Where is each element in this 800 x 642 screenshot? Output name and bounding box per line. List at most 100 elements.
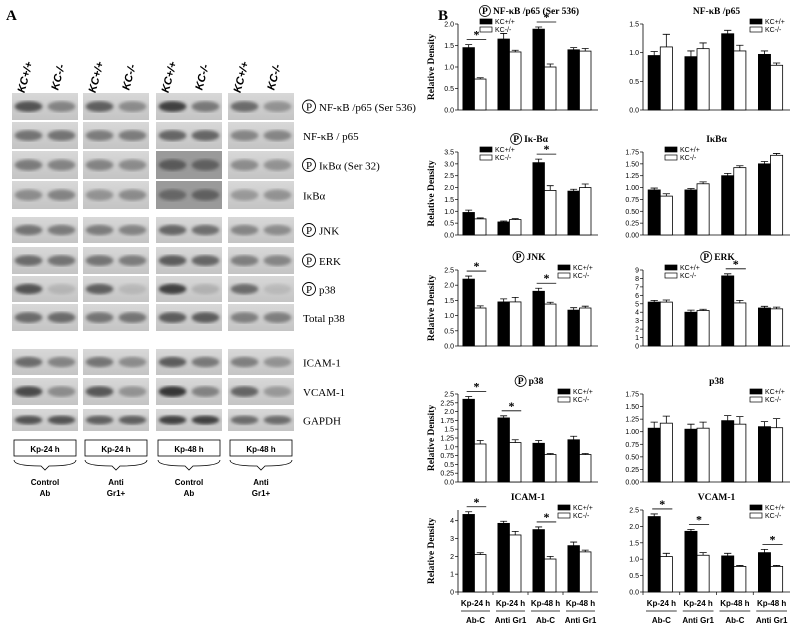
y-tick-label: 1.0 — [444, 65, 454, 72]
blot — [12, 151, 78, 179]
error-bar — [760, 548, 769, 553]
blot — [156, 122, 222, 149]
legend-label: KC+/+ — [573, 505, 593, 512]
blot — [83, 378, 149, 405]
bar — [474, 307, 487, 347]
bar — [733, 50, 747, 111]
y-tick-label: 1.5 — [629, 540, 639, 547]
blot-band — [14, 386, 43, 397]
blot-band — [263, 224, 292, 236]
error-bar — [465, 396, 473, 400]
bar — [733, 167, 747, 236]
x-tick-label: Kp-48 h — [566, 599, 595, 608]
blot-band — [47, 130, 76, 141]
legend-label: KC+/+ — [680, 265, 700, 272]
blot — [156, 378, 222, 405]
blot-background — [228, 409, 294, 431]
error-bar — [687, 423, 695, 430]
legend-swatch — [749, 388, 763, 395]
error-bar — [699, 181, 707, 184]
legend-label: KC-/- — [573, 513, 590, 520]
bar — [497, 417, 510, 483]
y-tick-label: 1.0 — [444, 313, 454, 320]
bar — [462, 212, 475, 236]
y-tick-label: 2.0 — [444, 283, 454, 290]
error-bar — [500, 298, 508, 302]
bar — [579, 187, 592, 236]
treatment-label: Control — [31, 478, 59, 487]
treatment-label: Gr1+ — [252, 489, 271, 498]
error-bar — [662, 415, 670, 424]
blot — [12, 217, 78, 243]
bar — [544, 303, 557, 347]
bar — [696, 310, 710, 347]
legend-label: KC-/- — [765, 27, 782, 34]
error-bar — [760, 421, 769, 427]
y-tick-label: 1.0 — [444, 209, 454, 216]
y-tick-label: 4 — [450, 518, 454, 525]
legend-swatch — [557, 272, 571, 279]
row-marker: P — [306, 102, 312, 114]
blot-band — [263, 283, 292, 295]
blot — [12, 276, 78, 302]
y-tick-label: 0.0 — [629, 590, 639, 597]
error-bar — [772, 62, 781, 66]
blot-band — [230, 224, 259, 236]
y-tick-label: 0.75 — [440, 453, 454, 460]
bar — [721, 33, 735, 111]
blot-band — [158, 386, 187, 397]
blot-band — [85, 101, 114, 112]
marker-circle — [479, 5, 491, 17]
bar — [770, 308, 784, 347]
bar — [696, 554, 710, 593]
legend-label: KC+/+ — [765, 19, 785, 26]
bar — [684, 428, 698, 483]
y-tick-label: 3 — [450, 536, 454, 543]
blot — [156, 217, 222, 243]
y-axis-label: Relative Density — [427, 405, 437, 471]
panel-label: B — [438, 8, 448, 24]
chart-title: IκBα — [706, 135, 727, 145]
bar — [721, 420, 735, 483]
blot-band — [14, 415, 43, 425]
y-tick-label: 1.0 — [629, 557, 639, 564]
error-bar — [736, 165, 744, 168]
panel-label: A — [6, 8, 17, 24]
chart-title: p38 — [709, 377, 724, 387]
row-label: Total p38 — [303, 313, 345, 325]
legend-swatch — [557, 396, 571, 403]
error-bar — [650, 300, 658, 303]
title-marker: P — [703, 253, 709, 263]
chart-title: p38 — [529, 377, 544, 387]
blot-band — [14, 312, 43, 323]
lane-label: KC+/+ — [87, 60, 107, 94]
blot-band — [263, 255, 292, 266]
bar — [567, 309, 580, 347]
blot-band — [158, 189, 187, 201]
time-label: Kp-48 h — [174, 445, 203, 454]
row-label: JNK — [319, 226, 339, 238]
bar — [509, 51, 522, 111]
error-bar — [736, 44, 744, 51]
y-tick-label: 0.5 — [629, 79, 639, 86]
error-bar — [535, 526, 543, 530]
error-bar — [724, 29, 732, 34]
y-tick-label: 1.50 — [625, 404, 639, 411]
error-bar — [699, 421, 707, 429]
row-marker: P — [306, 284, 312, 296]
marker-circle — [302, 158, 316, 172]
error-bar — [570, 307, 578, 311]
lane-label: KC+/+ — [232, 60, 252, 94]
blot — [228, 93, 294, 120]
blot-band — [158, 356, 187, 368]
x-tick-label: Ab-C — [725, 616, 744, 625]
blot-band — [158, 130, 187, 141]
x-tick-label: Kp-48 h — [757, 599, 786, 608]
blot-band — [14, 159, 43, 171]
bar — [757, 426, 771, 483]
blot — [12, 378, 78, 405]
bar — [474, 443, 487, 483]
error-bar — [546, 555, 554, 560]
row-marker: P — [306, 160, 312, 172]
y-axis-label: Relative Density — [427, 34, 437, 100]
